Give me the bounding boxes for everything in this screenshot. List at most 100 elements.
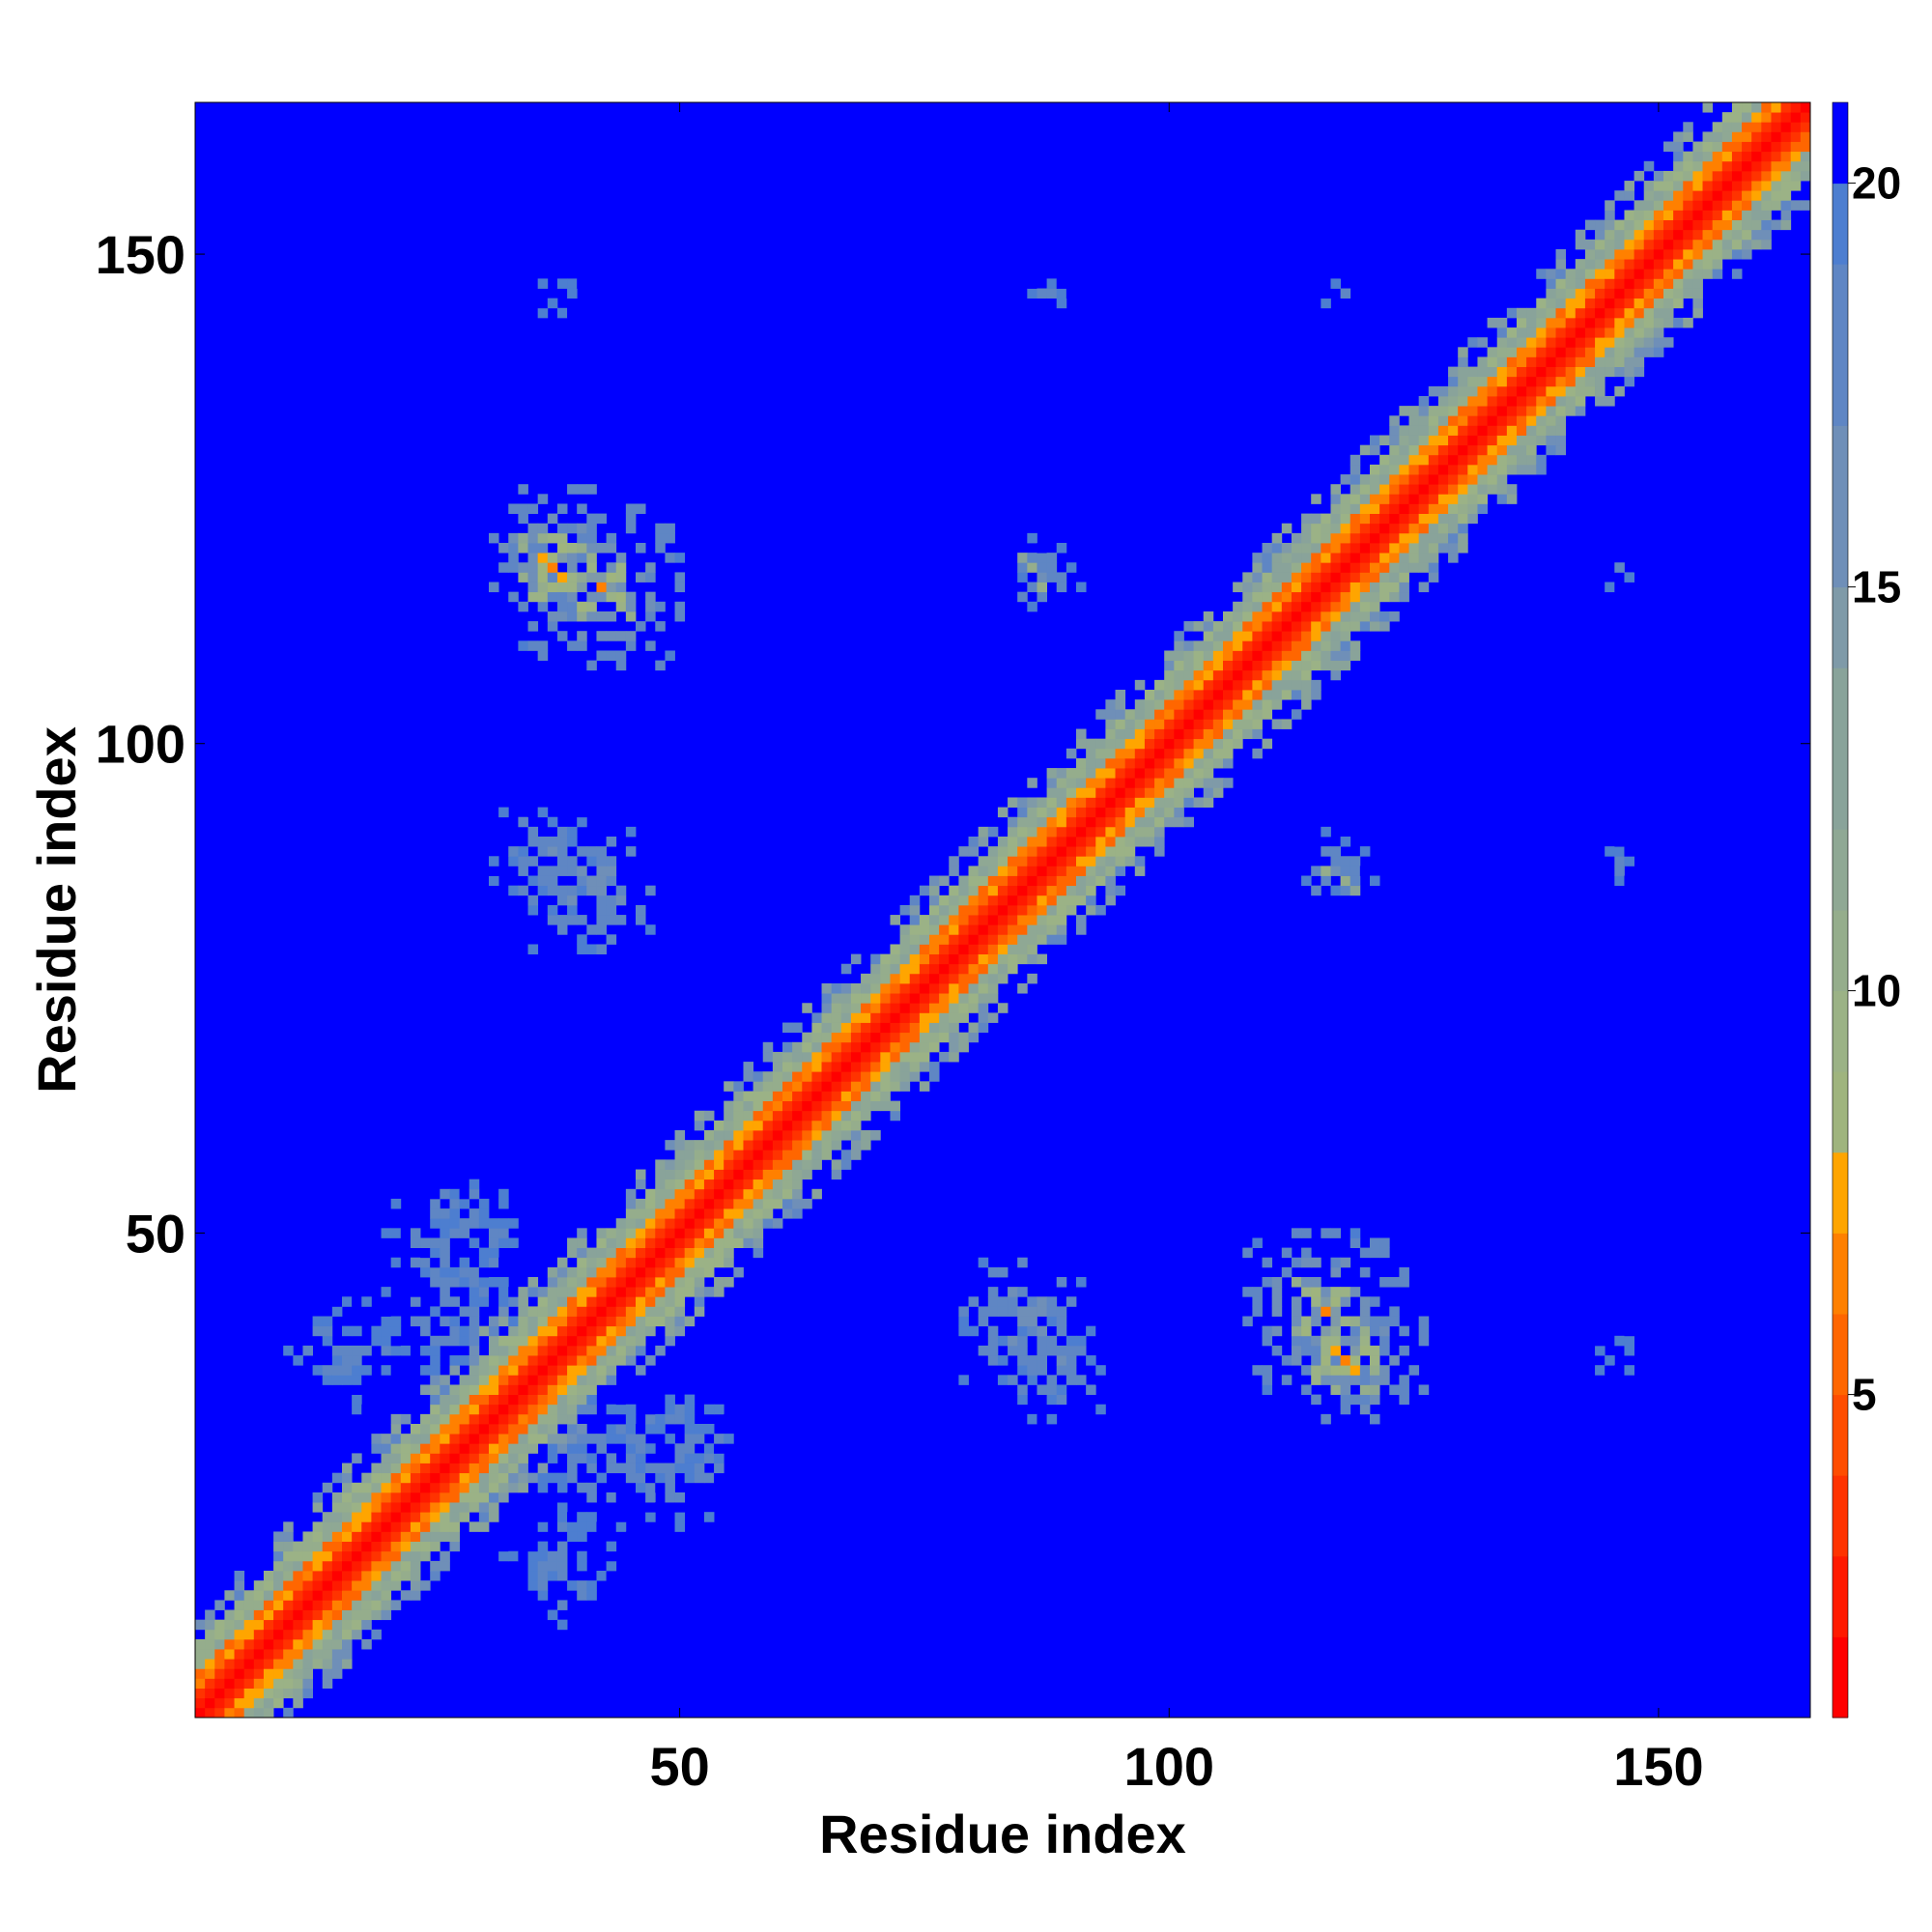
heatmap-cell xyxy=(577,503,587,514)
heatmap-cell xyxy=(1008,797,1018,808)
heatmap-cell xyxy=(1496,494,1508,504)
heatmap-cell xyxy=(263,1580,274,1591)
heatmap-cell xyxy=(440,1424,450,1435)
heatmap-cell xyxy=(1379,591,1390,603)
heatmap-cell xyxy=(440,1247,450,1259)
heatmap-cell xyxy=(1321,1296,1331,1307)
heatmap-cell xyxy=(1506,444,1518,456)
heatmap-cell xyxy=(1418,435,1430,446)
heatmap-cell xyxy=(1065,787,1077,798)
heatmap-cell xyxy=(1086,807,1096,818)
heatmap-cell xyxy=(929,983,940,994)
heatmap-cell xyxy=(1428,562,1439,573)
heatmap-cell xyxy=(703,1188,715,1200)
heatmap-cell xyxy=(1506,435,1518,446)
heatmap-cell xyxy=(586,875,597,887)
heatmap-cell xyxy=(1614,866,1625,876)
heatmap-cell xyxy=(850,1120,862,1131)
heatmap-cell xyxy=(1105,875,1116,887)
heatmap-cell xyxy=(1418,444,1430,456)
heatmap-cell xyxy=(1437,435,1449,446)
heatmap-cell xyxy=(890,1003,900,1013)
heatmap-cell xyxy=(1536,307,1547,319)
heatmap-cell xyxy=(577,885,587,896)
heatmap-cell xyxy=(586,846,597,857)
heatmap-cell xyxy=(1742,210,1752,220)
heatmap-cell xyxy=(1359,543,1371,554)
heatmap-cell xyxy=(625,1237,637,1248)
heatmap-cell xyxy=(518,1384,528,1395)
heatmap-cell xyxy=(331,1365,343,1376)
heatmap-cell xyxy=(919,1051,930,1063)
heatmap-cell xyxy=(831,1012,842,1023)
heatmap-cell xyxy=(1683,160,1693,172)
heatmap-cell xyxy=(1389,523,1400,534)
heatmap-cell xyxy=(1144,709,1155,720)
heatmap-cell xyxy=(1046,1296,1058,1307)
heatmap-cell xyxy=(909,944,921,954)
heatmap-cell xyxy=(1056,837,1067,847)
heatmap-cell xyxy=(1751,219,1762,231)
heatmap-cell xyxy=(1281,611,1293,622)
heatmap-cell xyxy=(1330,1228,1341,1238)
heatmap-cell xyxy=(1653,307,1664,319)
heatmap-cell xyxy=(939,1022,950,1034)
heatmap-cell xyxy=(1614,846,1625,857)
heatmap-cell xyxy=(802,1159,812,1170)
heatmap-cell xyxy=(1624,219,1634,231)
heatmap-cell xyxy=(1458,356,1468,367)
heatmap-cell xyxy=(1134,748,1146,759)
heatmap-cell xyxy=(1046,904,1058,916)
heatmap-cell xyxy=(743,1150,753,1160)
heatmap-cell xyxy=(674,1130,686,1141)
heatmap-cell xyxy=(478,1365,490,1376)
heatmap-cell xyxy=(674,601,686,612)
heatmap-cell xyxy=(939,924,950,935)
heatmap-cell xyxy=(440,1550,450,1562)
heatmap-cell xyxy=(283,1571,294,1581)
heatmap-cell xyxy=(556,1472,568,1484)
heatmap-cell xyxy=(1340,650,1351,661)
heatmap-cell xyxy=(1321,513,1331,525)
heatmap-cell xyxy=(1027,553,1037,563)
heatmap-cell xyxy=(577,601,587,612)
heatmap-cell xyxy=(1311,1394,1321,1406)
heatmap-cell xyxy=(1595,219,1605,231)
heatmap-cell xyxy=(527,807,539,818)
heatmap-cell xyxy=(899,1022,911,1034)
heatmap-cell xyxy=(1330,1287,1341,1297)
heatmap-cell xyxy=(1311,1365,1321,1376)
heatmap-cell xyxy=(489,1296,499,1307)
heatmap-cell xyxy=(1046,846,1058,857)
heatmap-cell xyxy=(1311,1257,1321,1268)
heatmap-cell xyxy=(547,553,558,563)
heatmap-cell xyxy=(1065,1375,1077,1385)
heatmap-cell xyxy=(469,1287,480,1297)
heatmap-cell xyxy=(645,562,656,573)
heatmap-cell xyxy=(1584,307,1596,319)
heatmap-cell xyxy=(1203,640,1214,651)
heatmap-cell xyxy=(478,1472,490,1484)
heatmap-cell xyxy=(1281,572,1293,582)
heatmap-cell xyxy=(352,1394,362,1406)
heatmap-cell xyxy=(1301,523,1312,534)
heatmap-cell xyxy=(567,1247,578,1259)
heatmap-cell xyxy=(919,944,930,954)
heatmap-cell xyxy=(782,1071,793,1082)
heatmap-cell xyxy=(1115,826,1126,838)
heatmap-cell xyxy=(850,1140,862,1151)
heatmap-cell xyxy=(1428,385,1439,397)
heatmap-cell xyxy=(674,1208,686,1219)
heatmap-cell xyxy=(1418,553,1430,563)
heatmap-cell xyxy=(1624,337,1634,348)
heatmap-cell xyxy=(440,1404,450,1415)
heatmap-cell xyxy=(577,553,587,563)
heatmap-cell xyxy=(978,1306,989,1317)
heatmap-cell xyxy=(1389,1355,1400,1366)
heatmap-cell xyxy=(890,983,900,994)
heatmap-cell xyxy=(792,1120,803,1131)
heatmap-cell xyxy=(1731,219,1743,231)
heatmap-cell xyxy=(1605,1355,1615,1366)
heatmap-cell xyxy=(1262,1335,1273,1347)
heatmap-cell xyxy=(870,973,881,984)
